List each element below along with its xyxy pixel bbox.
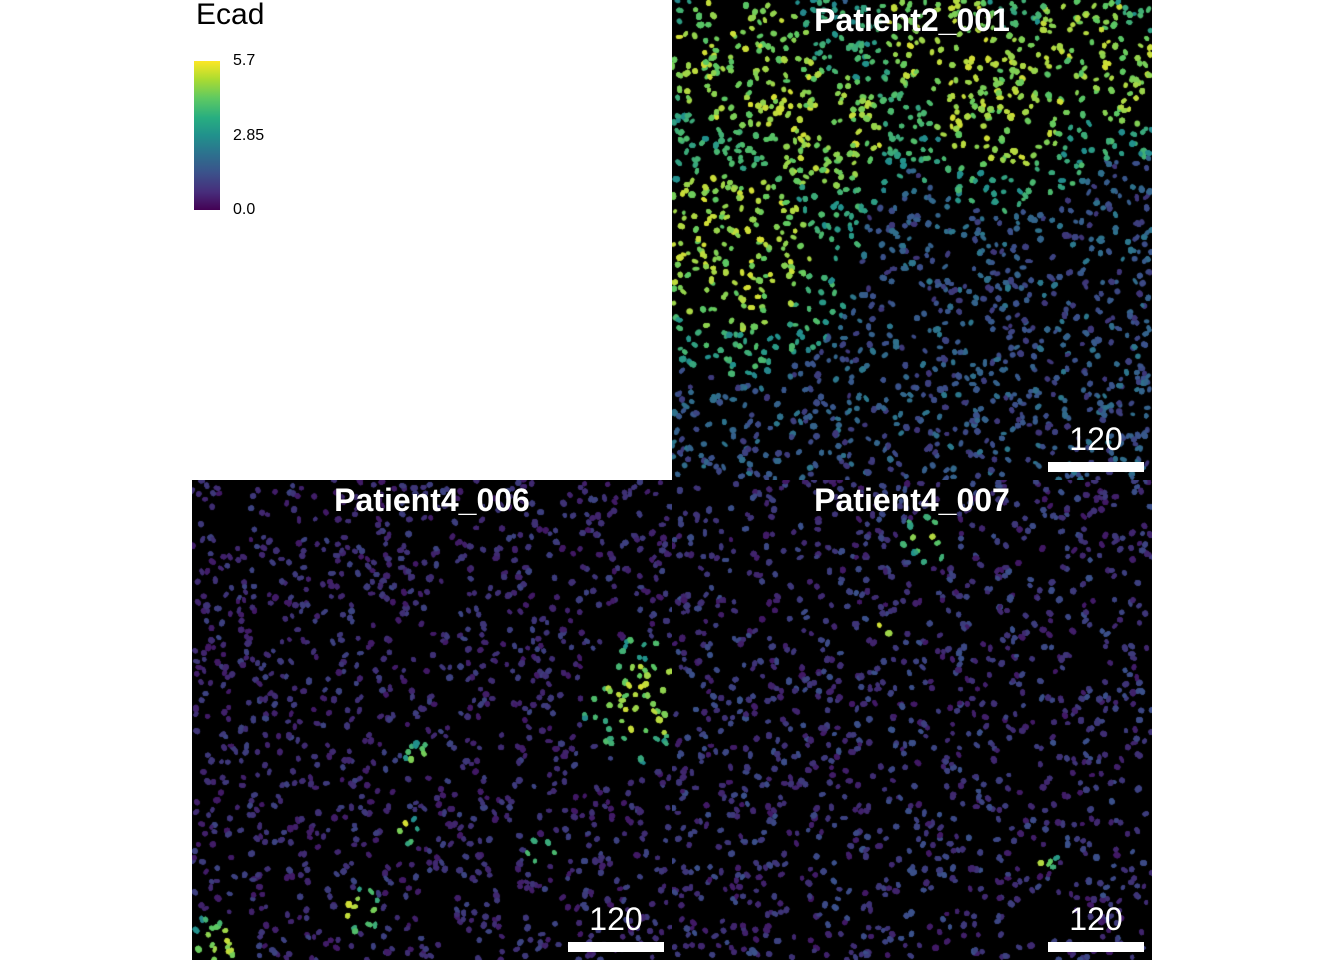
legend-max-label: 5.7 bbox=[233, 52, 256, 69]
scale-bar bbox=[1048, 462, 1144, 472]
color-legend: Ecad 5.7 2.85 0.0 bbox=[192, 0, 392, 230]
legend-title: Ecad bbox=[196, 0, 265, 31]
image-panel-patient2-001: Patient2_001 120 bbox=[672, 0, 1152, 480]
cell-mask-image bbox=[672, 0, 1152, 480]
scale-bar-label: 120 bbox=[589, 901, 643, 937]
cell-mask-image bbox=[672, 480, 1152, 960]
panel-title: Patient4_007 bbox=[814, 482, 1010, 518]
cell-mask-image bbox=[192, 480, 672, 960]
scale-bar bbox=[1048, 942, 1144, 952]
scale-bar-label: 120 bbox=[1069, 901, 1123, 937]
image-panel-patient4-007: Patient4_007 120 bbox=[672, 480, 1152, 960]
legend-colorbar bbox=[194, 61, 220, 210]
image-panel-patient4-006: Patient4_006 120 bbox=[192, 480, 672, 960]
scale-bar-label: 120 bbox=[1069, 421, 1123, 457]
panel-title: Patient2_001 bbox=[814, 2, 1010, 38]
panel-title: Patient4_006 bbox=[334, 482, 530, 518]
legend-mid-label: 2.85 bbox=[233, 127, 265, 144]
scale-bar bbox=[568, 942, 664, 952]
legend-min-label: 0.0 bbox=[233, 201, 256, 218]
